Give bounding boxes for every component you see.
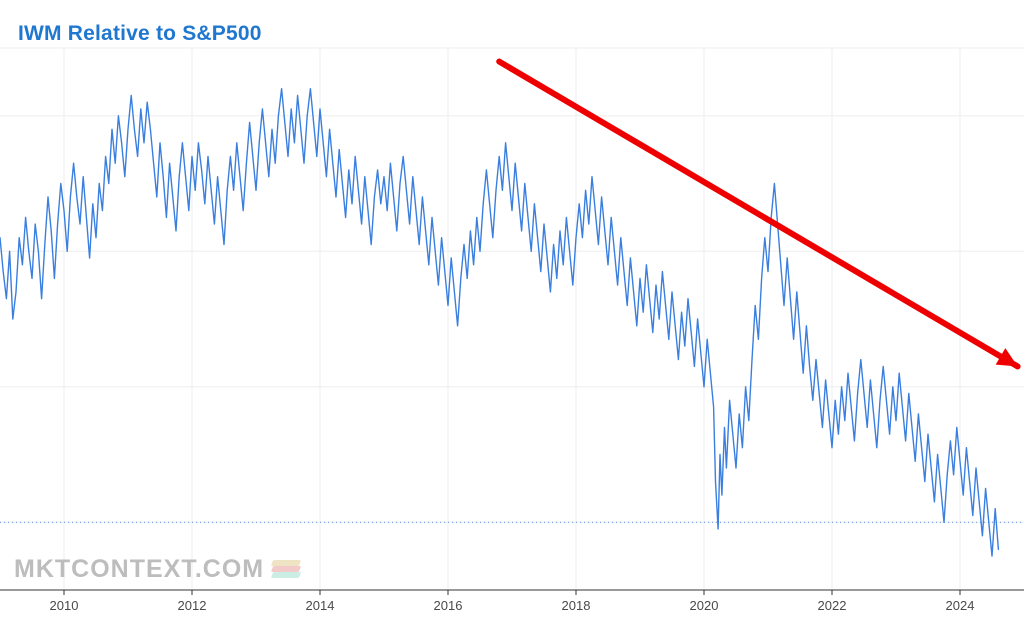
x-axis-tick-label: 2024 [946,598,975,613]
chart-svg [0,0,1024,622]
x-axis-tick-label: 2018 [562,598,591,613]
stack-icon-layer [271,572,301,578]
stack-icon-layer [271,560,301,566]
x-axis-tick-label: 2012 [178,598,207,613]
x-axis-tick-label: 2022 [818,598,847,613]
x-axis-tick-label: 2014 [306,598,335,613]
stack-icon [272,558,300,582]
chart-container: IWM Relative to S&P500 MKTCONTEXT.COM 20… [0,0,1024,622]
watermark: MKTCONTEXT.COM [14,555,300,584]
x-axis-tick-label: 2010 [50,598,79,613]
x-axis-tick-label: 2020 [690,598,719,613]
chart-title: IWM Relative to S&P500 [18,22,262,46]
watermark-text: MKTCONTEXT.COM [14,555,264,584]
x-axis-tick-label: 2016 [434,598,463,613]
stack-icon-layer [271,566,301,572]
